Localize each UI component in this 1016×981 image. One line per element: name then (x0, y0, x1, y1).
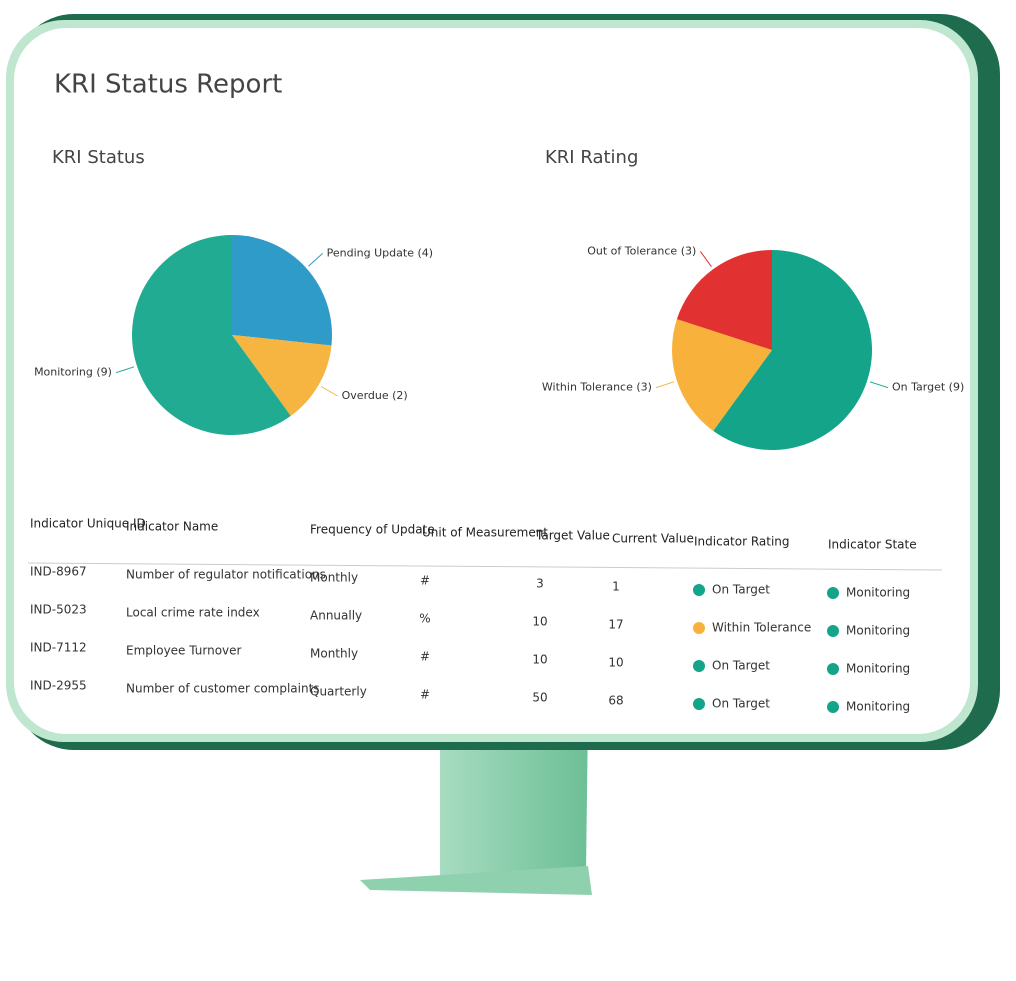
table-cell: Annually (310, 609, 362, 623)
table-cell: Number of regulator notifications (126, 568, 326, 582)
pie-label: Pending Update (4) (327, 246, 433, 259)
rating-dot (693, 622, 705, 634)
table-cell: 1 (612, 580, 620, 594)
leader-line (320, 386, 338, 397)
table-cell: On Target (712, 697, 770, 711)
table-divider (27, 562, 943, 571)
report-title: KRI Status Report (54, 70, 282, 100)
table-cell: Monitoring (846, 662, 910, 676)
table-cell: 17 (608, 618, 623, 632)
table-cell: On Target (712, 583, 770, 597)
column-header: Indicator Rating (694, 535, 790, 549)
column-header: Frequency of Update (310, 523, 435, 537)
table-cell: Monitoring (846, 700, 910, 714)
pie-label: Out of Tolerance (3) (587, 244, 696, 257)
pie-label: Within Tolerance (3) (542, 381, 652, 394)
pie-label: Monitoring (9) (34, 366, 112, 379)
pie-slice (672, 319, 772, 431)
table-cell: # (420, 650, 430, 664)
monitor (6, 14, 1000, 895)
pie-slice (232, 235, 332, 346)
column-header: Current Value (612, 532, 694, 546)
state-dot (827, 663, 839, 675)
screen (14, 28, 970, 734)
table-cell: # (420, 574, 430, 588)
leader-line (115, 366, 135, 374)
chart-title: KRI Status (52, 147, 145, 168)
table-cell: % (419, 612, 430, 626)
monitor-base (360, 866, 592, 895)
column-header: Target Value (535, 529, 610, 543)
table-cell: Employee Turnover (126, 644, 242, 658)
table-cell: 50 (532, 691, 547, 705)
chart-title: KRI Rating (545, 147, 638, 168)
leader-line (655, 381, 675, 389)
column-header: Indicator State (828, 538, 917, 552)
table-cell: 10 (532, 653, 547, 667)
state-dot (827, 587, 839, 599)
leader-line (699, 251, 712, 267)
rating-dot (693, 584, 705, 596)
table-cell: 10 (608, 656, 623, 670)
pie-label: On Target (9) (892, 381, 964, 394)
column-header: Indicator Name (126, 520, 218, 534)
table-cell: Monitoring (846, 624, 910, 638)
pie-label: Overdue (2) (342, 389, 408, 402)
table-cell: Number of customer complaints (126, 682, 320, 696)
rating-dot (693, 698, 705, 710)
table-cell: Quarterly (310, 685, 367, 699)
table-cell: 3 (536, 577, 544, 591)
table-cell: # (420, 688, 430, 702)
rating-dot (693, 660, 705, 672)
table-cell: Monthly (310, 571, 358, 585)
column-header: Indicator Unique ID (30, 517, 146, 531)
pie-slice (232, 335, 332, 416)
leader-line (308, 252, 323, 267)
pie-slice (713, 250, 873, 451)
table-cell: Local crime rate index (126, 606, 260, 620)
table-cell: Within Tolerance (712, 621, 811, 635)
table-cell: IND-5023 (30, 603, 87, 617)
leader-line (869, 381, 889, 389)
table-cell: IND-7112 (30, 641, 87, 655)
pie-slice (676, 250, 772, 350)
table-cell: Monitoring (846, 586, 910, 600)
table-cell: 10 (532, 615, 547, 629)
table-cell: On Target (712, 659, 770, 673)
table-cell: IND-8967 (30, 565, 87, 579)
table-cell: IND-2955 (30, 679, 87, 693)
table-cell: Monthly (310, 647, 358, 661)
state-dot (827, 625, 839, 637)
column-header: Unit of Measurement (422, 526, 548, 540)
monitor-stand (440, 715, 588, 880)
table-cell: 68 (608, 694, 623, 708)
pie-slice (132, 235, 291, 435)
state-dot (827, 701, 839, 713)
